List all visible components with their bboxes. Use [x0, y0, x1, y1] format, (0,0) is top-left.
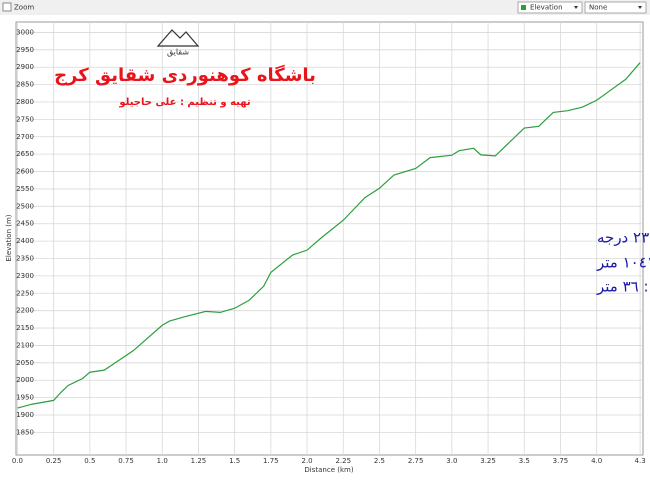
zoom-label[interactable]: Zoom: [14, 4, 34, 12]
y-tick-label: 2350: [16, 254, 34, 262]
x-tick-label: 0.25: [46, 457, 62, 465]
x-tick-label: 3.5: [519, 457, 530, 465]
y-tick-label: 2450: [16, 220, 34, 228]
y-tick-label: 2900: [16, 63, 34, 71]
y-tick-label: 2700: [16, 133, 34, 141]
plot-area: [15, 21, 644, 456]
metric-swatch: [521, 5, 526, 10]
dropdown-arrow: [638, 6, 642, 9]
x-tick-label: 3.0: [446, 457, 457, 465]
x-tick-label: 1.25: [191, 457, 207, 465]
y-tick-label: 2650: [16, 150, 34, 158]
y-tick-label: 2500: [16, 202, 34, 210]
y-tick-label: 2400: [16, 237, 34, 245]
chart-title: باشگاه کوهنوردی شقایق کرج: [54, 64, 316, 86]
x-axis-title: Distance (km): [304, 466, 353, 474]
y-tick-label: 2750: [16, 115, 34, 123]
x-tick-label: 0.5: [84, 457, 95, 465]
second-dropdown[interactable]: [584, 1, 647, 14]
toolbar: [0, 0, 650, 15]
y-tick-label: 2100: [16, 341, 34, 349]
x-tick-label: 1.0: [157, 457, 168, 465]
y-tick-label: 2850: [16, 81, 34, 89]
x-tick-label: 0.75: [118, 457, 134, 465]
y-tick-label: 1950: [16, 394, 34, 402]
y-tick-label: 3000: [16, 28, 34, 36]
x-tick-label: 2.75: [408, 457, 424, 465]
y-tick-label: 2250: [16, 289, 34, 297]
y-tick-label: 2150: [16, 324, 34, 332]
logo-text: شقایق: [167, 48, 189, 57]
x-tick-label: 1.75: [263, 457, 279, 465]
x-tick-label: 1.5: [229, 457, 240, 465]
y-tick-label: 2200: [16, 307, 34, 315]
logo-mountains: [156, 29, 200, 47]
second-label[interactable]: None: [589, 4, 607, 12]
x-tick-label: 3.75: [553, 457, 569, 465]
metric-label[interactable]: Elevation: [530, 4, 563, 12]
chart-subtitle: تهیه و تنظیم : علی حاجیلو: [118, 97, 251, 108]
x-tick-label: 2.0: [301, 457, 312, 465]
metric-dropdown[interactable]: [517, 1, 583, 14]
annotation: افزایش ارتفاع : ۱۰٤۱ متر: [596, 254, 650, 272]
y-tick-label: 2950: [16, 46, 34, 54]
y-tick-label: 2300: [16, 272, 34, 280]
x-tick-label: 3.25: [480, 457, 496, 465]
logo: شقایق: [156, 29, 200, 57]
annotation: متوسط شیب مسیر : ۲۳.٤ درجه: [597, 229, 650, 247]
y-tick-label: 2050: [16, 359, 34, 367]
x-tick-label: 4.0: [591, 457, 602, 465]
x-tick-label: 2.5: [374, 457, 385, 465]
x-tick-label: 2.25: [335, 457, 351, 465]
y-axis-title: Elevation (m): [5, 214, 13, 261]
y-tick-label: 2550: [16, 185, 34, 193]
dropdown-arrow: [574, 6, 578, 9]
y-tick-label: 1850: [16, 428, 34, 436]
elevation-line: [17, 62, 641, 409]
y-tick-label: 2600: [16, 168, 34, 176]
zoom-checkbox[interactable]: [2, 2, 12, 12]
x-tick-label: 4.3: [635, 457, 646, 465]
annotation: کاهش ارتفاع : ۳٦ متر: [596, 278, 650, 296]
x-tick-label: 0.0: [12, 457, 23, 465]
y-tick-label: 2800: [16, 98, 34, 106]
y-tick-label: 2000: [16, 376, 34, 384]
y-tick-label: 1900: [16, 411, 34, 419]
